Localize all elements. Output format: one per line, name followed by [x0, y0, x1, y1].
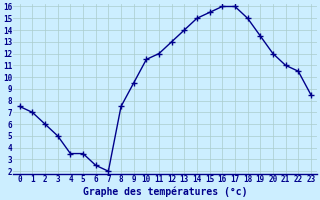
X-axis label: Graphe des températures (°c): Graphe des températures (°c): [83, 187, 248, 197]
